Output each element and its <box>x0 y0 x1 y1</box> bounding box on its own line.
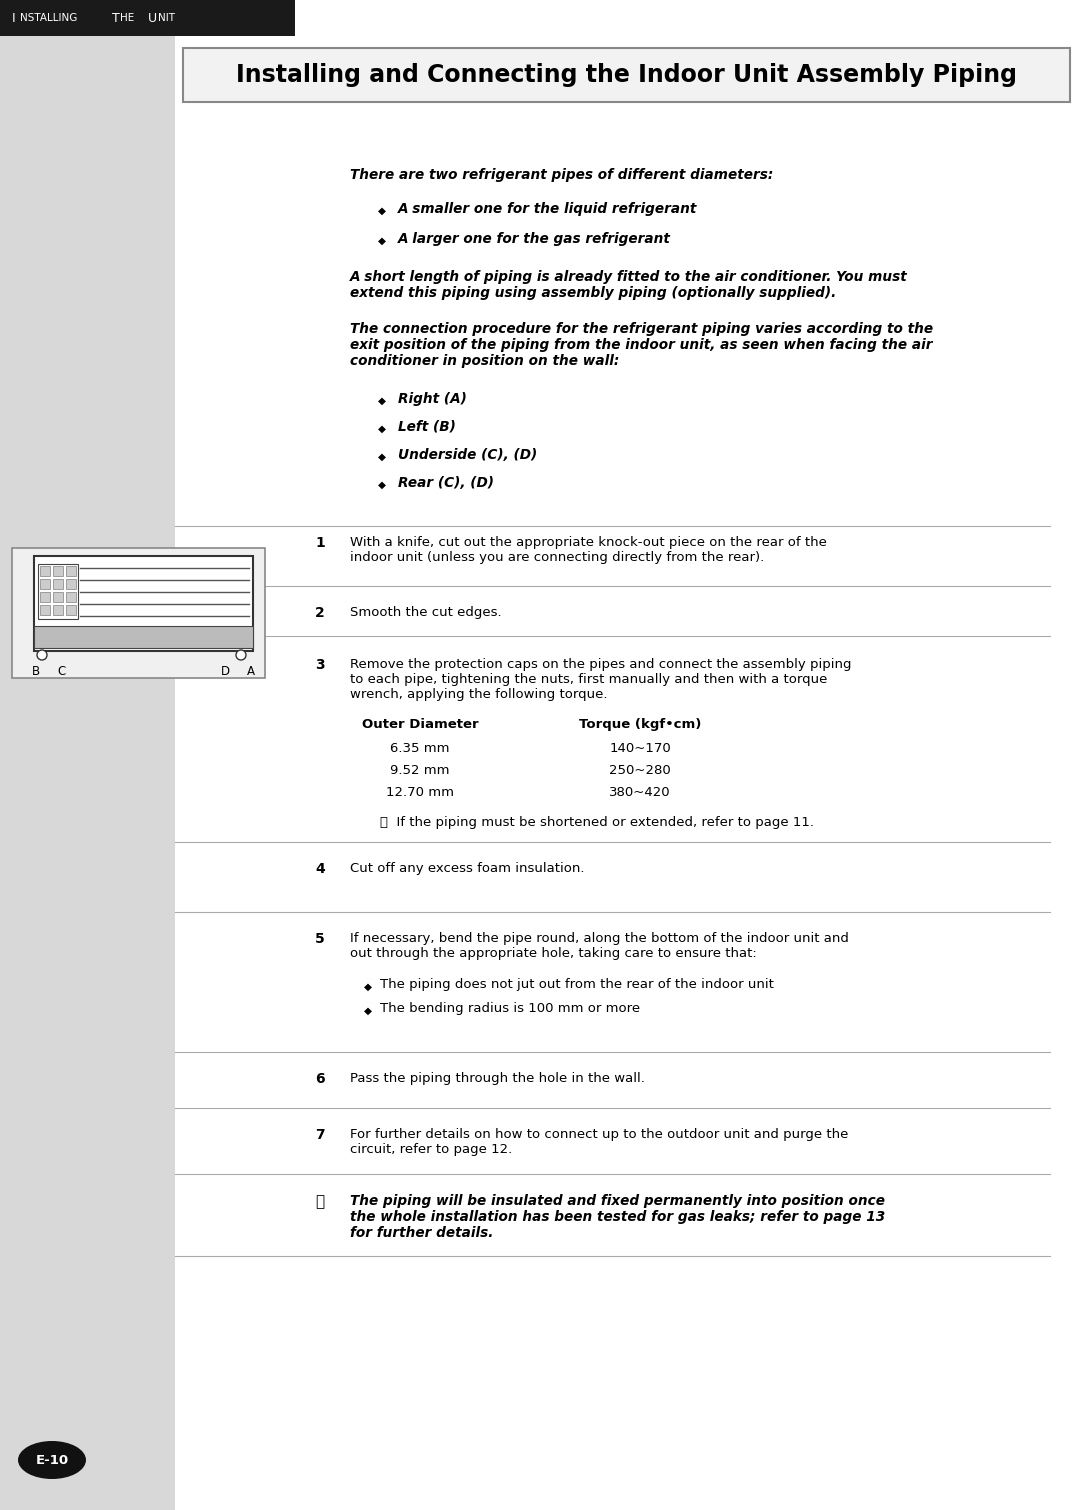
Bar <box>0 0 175 1510</box>
Bar <box>40 606 50 615</box>
Bar <box>33 627 253 648</box>
Text: There are two refrigerant pipes of different diameters:: There are two refrigerant pipes of diffe… <box>350 168 773 183</box>
Text: Cut off any excess foam insulation.: Cut off any excess foam insulation. <box>350 862 584 874</box>
Text: ⟢: ⟢ <box>315 1194 324 1210</box>
Text: ◆: ◆ <box>378 205 386 216</box>
Text: The connection procedure for the refrigerant piping varies according to the
exit: The connection procedure for the refrige… <box>350 322 933 368</box>
Text: The piping will be insulated and fixed permanently into position once
the whole : The piping will be insulated and fixed p… <box>350 1194 886 1240</box>
Text: The piping does not jut out from the rear of the indoor unit: The piping does not jut out from the rea… <box>380 978 774 991</box>
Text: I: I <box>12 12 15 24</box>
Text: HE: HE <box>120 14 134 23</box>
Text: 1: 1 <box>315 536 325 550</box>
Text: ◆: ◆ <box>378 480 386 491</box>
Text: ◆: ◆ <box>378 396 386 406</box>
Text: Underside (C), (D): Underside (C), (D) <box>399 448 537 462</box>
Bar <box>12 548 265 678</box>
Bar <box>53 606 63 615</box>
Text: ◆: ◆ <box>378 451 386 462</box>
Bar <box>66 578 76 589</box>
Circle shape <box>37 649 48 660</box>
Text: Rear (C), (D): Rear (C), (D) <box>399 476 494 491</box>
Bar <box>175 36 1080 1510</box>
Text: 4: 4 <box>315 862 325 876</box>
Bar <box>40 578 50 589</box>
Bar <box>40 566 50 575</box>
Text: 2: 2 <box>315 606 325 621</box>
Text: Smooth the cut edges.: Smooth the cut edges. <box>350 606 501 619</box>
Text: A larger one for the gas refrigerant: A larger one for the gas refrigerant <box>399 233 671 246</box>
Text: 380~420: 380~420 <box>609 787 671 799</box>
Text: Pass the piping through the hole in the wall.: Pass the piping through the hole in the … <box>350 1072 645 1086</box>
Text: ◆: ◆ <box>364 1006 372 1016</box>
Bar <box>33 556 253 651</box>
Bar <box>53 566 63 575</box>
Text: Torque (kgf•cm): Torque (kgf•cm) <box>579 717 701 731</box>
FancyBboxPatch shape <box>183 48 1070 103</box>
Bar <box>0 0 295 36</box>
Ellipse shape <box>18 1441 86 1478</box>
Text: Installing and Connecting the Indoor Unit Assembly Piping: Installing and Connecting the Indoor Uni… <box>237 63 1017 88</box>
Text: 140~170: 140~170 <box>609 741 671 755</box>
Text: Left (B): Left (B) <box>399 420 456 433</box>
Text: For further details on how to connect up to the outdoor unit and purge the
circu: For further details on how to connect up… <box>350 1128 849 1157</box>
Text: ◆: ◆ <box>364 982 372 992</box>
Text: Outer Diameter: Outer Diameter <box>362 717 478 731</box>
Bar <box>66 592 76 602</box>
Text: Remove the protection caps on the pipes and connect the assembly piping
to each : Remove the protection caps on the pipes … <box>350 658 851 701</box>
Bar <box>66 606 76 615</box>
Text: Right (A): Right (A) <box>399 393 467 406</box>
Bar <box>53 578 63 589</box>
Text: T: T <box>112 12 120 24</box>
Text: 12.70 mm: 12.70 mm <box>386 787 454 799</box>
Text: If necessary, bend the pipe round, along the bottom of the indoor unit and
out t: If necessary, bend the pipe round, along… <box>350 932 849 960</box>
Text: E-10: E-10 <box>36 1454 68 1466</box>
Text: 6: 6 <box>315 1072 325 1086</box>
Bar <box>66 566 76 575</box>
Text: NIT: NIT <box>158 14 175 23</box>
Text: 9.52 mm: 9.52 mm <box>390 764 449 778</box>
Text: C: C <box>58 664 66 678</box>
Text: ◆: ◆ <box>378 424 386 433</box>
Text: U: U <box>148 12 157 24</box>
Text: A: A <box>247 664 255 678</box>
Text: The bending radius is 100 mm or more: The bending radius is 100 mm or more <box>380 1003 640 1015</box>
Text: With a knife, cut out the appropriate knock-out piece on the rear of the
indoor : With a knife, cut out the appropriate kn… <box>350 536 827 565</box>
Text: NSTALLING: NSTALLING <box>21 14 78 23</box>
Bar <box>38 565 78 619</box>
Text: A smaller one for the liquid refrigerant: A smaller one for the liquid refrigerant <box>399 202 698 216</box>
Text: 6.35 mm: 6.35 mm <box>390 741 449 755</box>
Text: 3: 3 <box>315 658 325 672</box>
Text: D: D <box>220 664 230 678</box>
Bar <box>40 592 50 602</box>
Text: 7: 7 <box>315 1128 325 1142</box>
Bar <box>53 592 63 602</box>
Text: B: B <box>32 664 40 678</box>
Text: 250~280: 250~280 <box>609 764 671 778</box>
Text: ⟢  If the piping must be shortened or extended, refer to page 11.: ⟢ If the piping must be shortened or ext… <box>380 815 814 829</box>
Circle shape <box>237 649 246 660</box>
Text: 5: 5 <box>315 932 325 945</box>
Text: A short length of piping is already fitted to the air conditioner. You must
exte: A short length of piping is already fitt… <box>350 270 908 300</box>
Text: ◆: ◆ <box>378 236 386 246</box>
